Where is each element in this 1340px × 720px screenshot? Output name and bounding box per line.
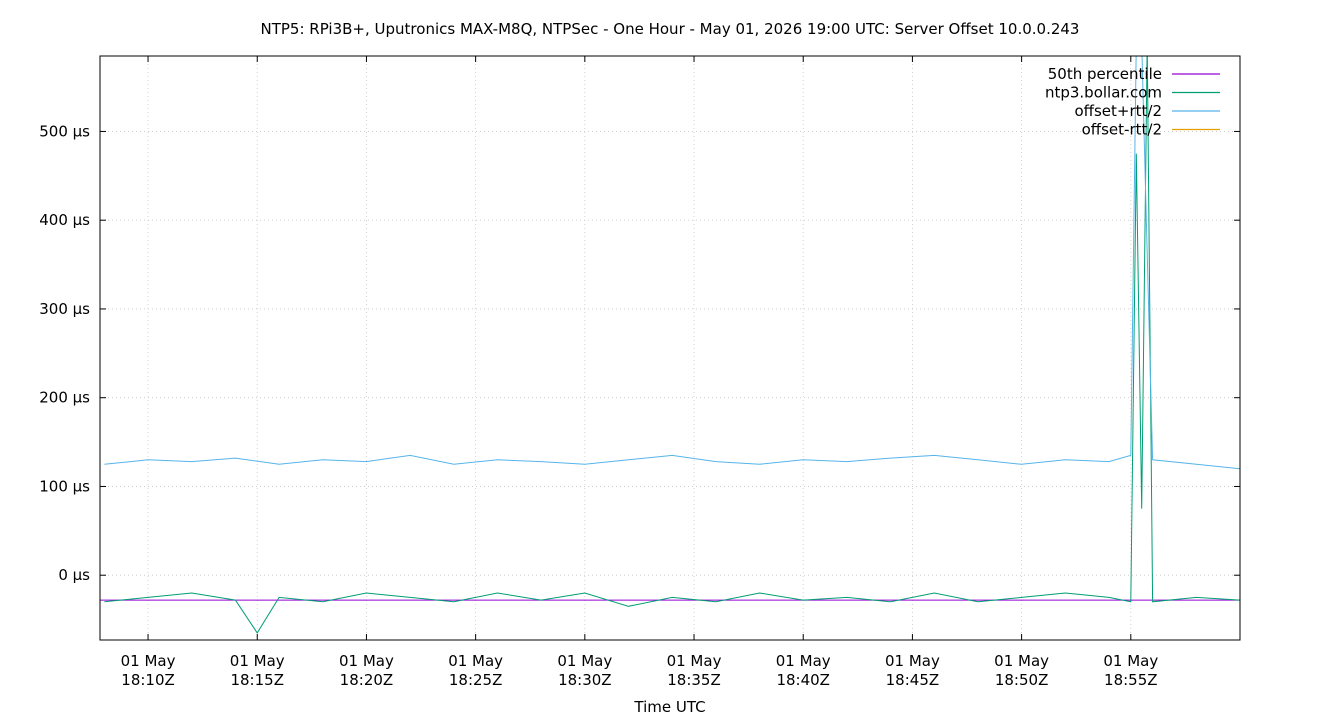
grid (100, 56, 1240, 640)
y-tick-label: 200 µs (39, 389, 90, 407)
x-tick-label-time: 18:10Z (121, 671, 175, 689)
y-tick-label: 500 µs (39, 122, 90, 140)
y-tick-label: 0 µs (58, 566, 90, 584)
x-tick-label-date: 01 May (885, 652, 940, 670)
series-line-ntp3-bollar-com (104, 56, 1240, 634)
x-tick-label-date: 01 May (557, 652, 612, 670)
x-tick-label-time: 18:45Z (886, 671, 940, 689)
series-line-offset-rtt-2 (104, 56, 1240, 470)
x-tick-label-date: 01 May (1103, 652, 1158, 670)
x-tick-label-time: 18:50Z (995, 671, 1049, 689)
x-axis-label: Time UTC (633, 698, 705, 716)
legend-label: 50th percentile (1048, 65, 1162, 83)
x-tick-label-date: 01 May (339, 652, 394, 670)
x-tick-label-date: 01 May (667, 652, 722, 670)
x-tick-label-time: 18:20Z (340, 671, 394, 689)
x-tick-label-date: 01 May (994, 652, 1049, 670)
legend-label: ntp3.bollar.com (1045, 84, 1162, 102)
x-tick-label-time: 18:40Z (776, 671, 830, 689)
x-tick-label-time: 18:25Z (449, 671, 503, 689)
legend-label: offset-rtt/2 (1082, 121, 1162, 139)
x-tick-label-date: 01 May (230, 652, 285, 670)
plot-frame (99, 55, 1241, 641)
x-tick-label-date: 01 May (776, 652, 831, 670)
x-tick-label-time: 18:30Z (558, 671, 612, 689)
y-tick-label: 300 µs (39, 300, 90, 318)
y-tick-label: 100 µs (39, 477, 90, 495)
axis-ticks: 0 µs 100 µs 200 µs 300 µs 400 µs 500 µs 01 May… (39, 56, 1240, 689)
chart-title: NTP5: RPi3B+, Uputronics MAX-M8Q, NTPSec… (261, 20, 1080, 38)
x-tick-label-time: 18:55Z (1104, 671, 1158, 689)
x-tick-label-date: 01 May (121, 652, 176, 670)
legend-label: offset+rtt/2 (1074, 102, 1162, 120)
x-tick-label-date: 01 May (448, 652, 503, 670)
legend: 50th percentilentp3.bollar.comoffset+rtt… (1045, 65, 1220, 139)
series-layer (100, 56, 1240, 634)
y-tick-label: 400 µs (39, 211, 90, 229)
x-tick-label-time: 18:15Z (230, 671, 284, 689)
x-tick-label-time: 18:35Z (667, 671, 721, 689)
